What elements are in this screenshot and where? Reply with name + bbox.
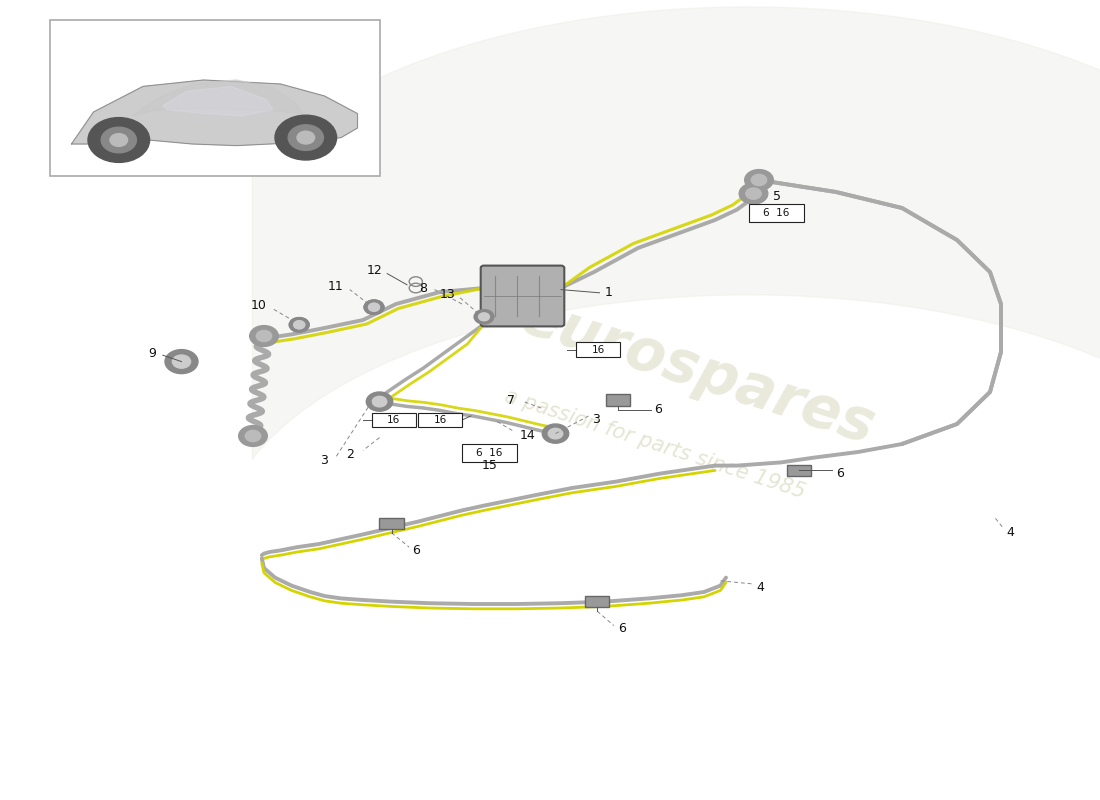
Circle shape: [746, 188, 761, 199]
Circle shape: [289, 318, 309, 332]
Bar: [786, 465, 811, 476]
Text: eurospares: eurospares: [514, 288, 883, 456]
Circle shape: [368, 303, 379, 311]
Text: 3: 3: [320, 454, 328, 467]
Circle shape: [294, 321, 305, 329]
Circle shape: [364, 300, 384, 314]
Text: 7: 7: [507, 394, 515, 406]
Bar: [576, 342, 620, 357]
Bar: [585, 596, 609, 607]
Text: 8: 8: [419, 282, 427, 294]
Bar: [749, 204, 804, 222]
Text: 2: 2: [346, 448, 354, 461]
Circle shape: [239, 426, 267, 446]
Text: 12: 12: [367, 264, 383, 277]
Bar: [462, 444, 517, 462]
Circle shape: [297, 131, 315, 144]
Circle shape: [288, 125, 323, 150]
Circle shape: [739, 183, 768, 204]
Circle shape: [110, 134, 128, 146]
Polygon shape: [132, 80, 302, 116]
Circle shape: [474, 310, 494, 324]
Circle shape: [366, 392, 393, 411]
Circle shape: [275, 115, 337, 160]
Text: 11: 11: [328, 280, 343, 293]
Polygon shape: [72, 80, 358, 146]
Text: 16: 16: [433, 415, 447, 425]
Circle shape: [368, 303, 379, 311]
Text: 1: 1: [605, 286, 613, 299]
Text: 5: 5: [772, 190, 781, 203]
Text: 9: 9: [148, 347, 156, 360]
Text: 6  16: 6 16: [763, 208, 790, 218]
Circle shape: [101, 127, 136, 153]
Circle shape: [478, 313, 490, 321]
Text: 6: 6: [412, 544, 420, 557]
Polygon shape: [163, 86, 273, 116]
Circle shape: [751, 174, 767, 186]
Text: 15: 15: [482, 459, 497, 472]
Circle shape: [256, 330, 272, 342]
Text: 4: 4: [1006, 526, 1014, 538]
Bar: [418, 413, 462, 427]
Circle shape: [165, 350, 198, 374]
Circle shape: [88, 118, 150, 162]
Text: 6: 6: [618, 622, 626, 635]
Circle shape: [548, 428, 563, 439]
Bar: [379, 518, 404, 529]
Bar: [50, 20, 380, 176]
Text: 6: 6: [836, 467, 844, 480]
Text: 6: 6: [654, 403, 662, 416]
Text: 14: 14: [519, 429, 535, 442]
Text: 16: 16: [592, 345, 605, 354]
Bar: [606, 394, 630, 406]
Circle shape: [245, 430, 261, 442]
Circle shape: [745, 170, 773, 190]
Text: 10: 10: [251, 299, 266, 312]
Text: 3: 3: [592, 413, 600, 426]
Circle shape: [294, 321, 305, 329]
Text: 13: 13: [440, 288, 455, 301]
Text: 6  16: 6 16: [476, 448, 503, 458]
Circle shape: [289, 318, 309, 332]
Circle shape: [173, 355, 190, 368]
Text: a passion for parts since 1985: a passion for parts since 1985: [502, 386, 807, 502]
Text: 16: 16: [387, 415, 400, 425]
Bar: [372, 413, 416, 427]
Text: 4: 4: [757, 581, 764, 594]
Circle shape: [364, 300, 384, 314]
Circle shape: [542, 424, 569, 443]
Circle shape: [372, 396, 387, 407]
FancyBboxPatch shape: [481, 266, 564, 326]
Circle shape: [250, 326, 278, 346]
